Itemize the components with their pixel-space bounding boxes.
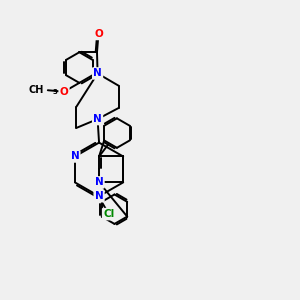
Text: N: N (93, 68, 102, 78)
Text: N: N (70, 152, 79, 161)
Text: N: N (93, 114, 102, 124)
Text: O: O (94, 29, 103, 39)
Text: N: N (95, 177, 103, 188)
Text: Cl: Cl (103, 209, 114, 219)
Text: O: O (60, 87, 68, 97)
Text: N: N (95, 191, 103, 201)
Text: CH: CH (29, 85, 44, 95)
Text: 3: 3 (52, 89, 57, 95)
